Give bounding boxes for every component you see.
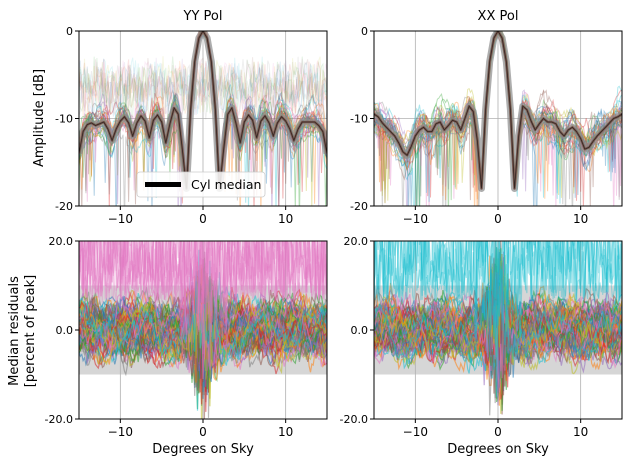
x-tick-label: −10 <box>108 212 133 226</box>
y-tick-label: -10 <box>350 113 368 126</box>
legend: Cyl median <box>136 171 266 198</box>
residual-outlier-trace <box>79 241 327 364</box>
residual-outlier-trace <box>79 241 327 362</box>
amplitude-trace-outlier <box>79 60 327 120</box>
amplitude-trace-outlier <box>79 57 327 119</box>
y-tick-label: 0 <box>361 25 368 38</box>
cyl-median-outline <box>374 31 622 189</box>
x-tick-label: −10 <box>108 425 133 439</box>
amplitude-trace <box>79 31 327 184</box>
x-tick-label: −10 <box>403 212 428 226</box>
residual-outlier-trace <box>79 241 327 335</box>
y-tick-label: -20.0 <box>340 413 368 426</box>
panel-yy-residuals: −10 0 10 20.0 0.0 -20.0 <box>45 235 328 439</box>
y-tick-label: 0.0 <box>351 324 369 337</box>
legend-label-cyl-median: Cyl median <box>191 177 261 192</box>
amplitude-trace-outlier <box>79 60 327 120</box>
y-axis-label-amplitude: Amplitude [dB] <box>32 69 47 167</box>
y-tick-label: 0 <box>66 25 73 38</box>
x-tick-label: 10 <box>278 212 293 226</box>
residual-outlier-trace <box>79 241 327 337</box>
x-tick-label: 10 <box>573 212 588 226</box>
residual-trace <box>374 289 622 406</box>
x-tick-label: 0 <box>199 425 207 439</box>
residual-outlier-trace <box>79 241 327 351</box>
panel-title-yy: YY Pol <box>183 9 223 24</box>
residual-outlier-trace <box>374 241 622 337</box>
residual-trace <box>79 283 327 372</box>
y-tick-label: -20.0 <box>45 413 73 426</box>
x-axis-label-left: Degrees on Sky <box>152 442 254 457</box>
x-axis-label-right: Degrees on Sky <box>447 442 549 457</box>
residual-outlier-trace <box>79 241 327 340</box>
y-axis-label-residuals-line1: Median residuals <box>7 276 22 386</box>
residual-outlier-trace <box>374 241 621 356</box>
x-tick-label: 10 <box>573 425 588 439</box>
x-tick-label: 10 <box>278 425 293 439</box>
y-tick-label: -20 <box>350 200 368 213</box>
residual-outlier-trace <box>79 241 327 355</box>
amplitude-trace-outlier <box>79 58 327 121</box>
x-tick-label: 0 <box>494 425 502 439</box>
residual-trace <box>374 268 622 398</box>
amplitude-trace <box>79 31 327 206</box>
residual-trace <box>79 275 327 367</box>
residual-outlier-trace <box>374 241 622 345</box>
amplitude-trace <box>79 31 327 195</box>
amplitude-trace-outlier <box>79 59 327 120</box>
y-tick-label: 20.0 <box>344 235 369 248</box>
y-tick-label: -20 <box>55 200 73 213</box>
amplitude-trace-outlier <box>79 57 327 118</box>
y-tick-label: 20.0 <box>49 235 74 248</box>
y-tick-label: -10 <box>55 113 73 126</box>
amplitude-trace <box>374 31 622 201</box>
residual-outlier-trace <box>374 241 622 351</box>
amplitude-trace <box>79 31 327 195</box>
residual-trace <box>79 249 327 366</box>
amplitude-trace <box>374 31 622 192</box>
panel-yy-amplitude: −10 0 10 0 -10 -20 <box>55 25 328 226</box>
amplitude-trace-outlier <box>79 56 327 119</box>
legend-box <box>136 171 266 198</box>
amplitude-trace-outlier <box>79 56 327 120</box>
residual-outlier-trace <box>374 241 622 320</box>
panel-xx-amplitude: −10 0 10 0 -10 -20 <box>350 25 623 226</box>
residual-outlier-trace <box>79 241 327 335</box>
panel-xx-residuals: −10 0 10 20.0 0.0 -20.0 <box>340 235 623 439</box>
amplitude-trace-outlier <box>79 56 327 119</box>
y-tick-label: 0.0 <box>56 324 74 337</box>
cyl-median-outline <box>79 31 327 189</box>
panel-title-xx: XX Pol <box>478 9 519 24</box>
individual-traces <box>374 241 622 416</box>
individual-traces <box>79 241 327 419</box>
x-tick-label: 0 <box>494 212 502 226</box>
amplitude-trace-outlier <box>79 56 327 120</box>
amplitude-trace <box>374 31 622 206</box>
residual-trace <box>374 291 622 393</box>
x-tick-label: −10 <box>403 425 428 439</box>
residual-outlier-trace <box>79 241 327 370</box>
residual-outlier-trace <box>79 241 327 360</box>
y-axis-label-residuals-line2: [percent of peak] <box>23 275 38 387</box>
residual-trace <box>79 294 327 380</box>
x-tick-label: 0 <box>199 212 207 226</box>
